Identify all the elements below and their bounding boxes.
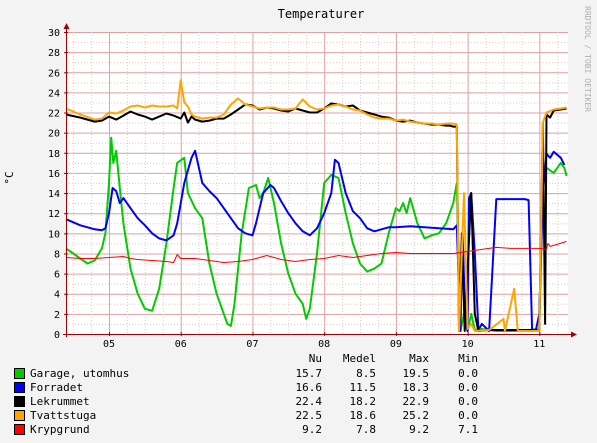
legend-row: Tvattstuga 22.5 18.6 25.2 0.0 — [14, 409, 494, 423]
legend-stat-max: 19.5 — [402, 367, 430, 380]
legend-stat-medel: 18.2 — [349, 395, 377, 408]
x-axis-arrow — [571, 331, 577, 338]
legend-stat-max: 25.2 — [402, 409, 430, 422]
x-tick-label: 10 — [462, 339, 474, 350]
legend-series-name: Tvattstuga — [30, 409, 97, 422]
y-tick-label: 12 — [48, 209, 60, 220]
legend-stat-max: 18.3 — [402, 381, 430, 394]
legend-stat-medel: 11.5 — [349, 381, 377, 394]
legend-stat-nu: 22.4 — [295, 395, 323, 408]
series-line-4 — [65, 240, 567, 263]
y-tick-label: 24 — [48, 88, 60, 99]
watermark-text: RRDTOOL / TOBI OETIKER — [583, 6, 592, 112]
legend-stat-nu: 16.6 — [295, 381, 323, 394]
x-tick-label: 11 — [533, 339, 545, 350]
series-line-3 — [65, 79, 567, 332]
legend-row: Krypgrund 9.2 7.8 9.2 7.1 — [14, 423, 494, 437]
chart-title: Temperaturer — [278, 7, 365, 21]
y-tick-label: 16 — [48, 169, 60, 180]
legend-stat-medel: 7.8 — [356, 423, 376, 436]
y-tick-label: 8 — [54, 249, 60, 260]
legend-swatch — [14, 410, 25, 421]
legend-swatch — [14, 396, 25, 407]
y-axis-label: °C — [3, 171, 16, 184]
legend-swatch — [14, 424, 25, 435]
y-tick-label: 6 — [54, 270, 60, 281]
legend-header-medel: Medel — [342, 352, 376, 365]
legend-stat-min: 0.0 — [458, 367, 478, 380]
legend-header-min: Min — [458, 352, 478, 365]
x-tick-label: 09 — [390, 339, 402, 350]
y-tick-label: 20 — [48, 129, 60, 140]
legend-stat-min: 7.1 — [458, 423, 478, 436]
legend-header-max: Max — [409, 352, 429, 365]
legend-row: Garage, utomhus 15.7 8.5 19.5 0.0 — [14, 367, 494, 381]
legend-stat-min: 0.0 — [458, 409, 478, 422]
y-tick-label: 4 — [54, 290, 60, 301]
y-tick-label: 0 — [54, 330, 60, 341]
series-line-2 — [65, 102, 567, 332]
legend-stat-medel: 18.6 — [349, 409, 377, 422]
legend-header-nu: Nu — [308, 352, 322, 365]
x-tick-label: 08 — [318, 339, 330, 350]
legend-series-name: Lekrummet — [30, 395, 90, 408]
legend-stat-min: 0.0 — [458, 381, 478, 394]
y-tick-label: 22 — [48, 109, 60, 120]
y-tick-label: 14 — [48, 189, 60, 200]
legend-stat-medel: 8.5 — [356, 367, 376, 380]
legend-stat-nu: 9.2 — [302, 423, 322, 436]
legend-stat-nu: 15.7 — [295, 367, 323, 380]
y-axis-arrow — [63, 23, 70, 29]
legend-series-name: Garage, utomhus — [30, 367, 130, 380]
x-tick-label: 05 — [103, 339, 115, 350]
x-tick-label: 06 — [175, 339, 187, 350]
legend-row: Lekrummet 22.4 18.2 22.9 0.0 — [14, 395, 494, 409]
plot-canvas — [66, 32, 568, 334]
grid — [66, 32, 568, 335]
legend-series-name: Forradet — [30, 381, 83, 394]
x-tick-label: 07 — [246, 339, 258, 350]
y-tick-label: 18 — [48, 149, 60, 160]
y-tick-label: 10 — [48, 229, 60, 240]
y-tick-label: 28 — [48, 48, 60, 59]
legend-stat-max: 9.2 — [409, 423, 429, 436]
legend-stat-nu: 22.5 — [295, 409, 323, 422]
legend-row: Forradet 16.6 11.5 18.3 0.0 — [14, 381, 494, 395]
series-lines — [65, 79, 568, 332]
y-tick-label: 2 — [54, 310, 60, 321]
y-tick-label: 30 — [48, 28, 60, 39]
legend-stat-min: 0.0 — [458, 395, 478, 408]
legend-stat-max: 22.9 — [402, 395, 430, 408]
watermark: RRDTOOL / TOBI OETIKER — [582, 6, 594, 206]
axes — [63, 23, 577, 338]
y-tick-label: 26 — [48, 68, 60, 79]
legend-series-name: Krypgrund — [30, 423, 90, 436]
legend-swatch — [14, 368, 25, 379]
legend-swatch — [14, 382, 25, 393]
